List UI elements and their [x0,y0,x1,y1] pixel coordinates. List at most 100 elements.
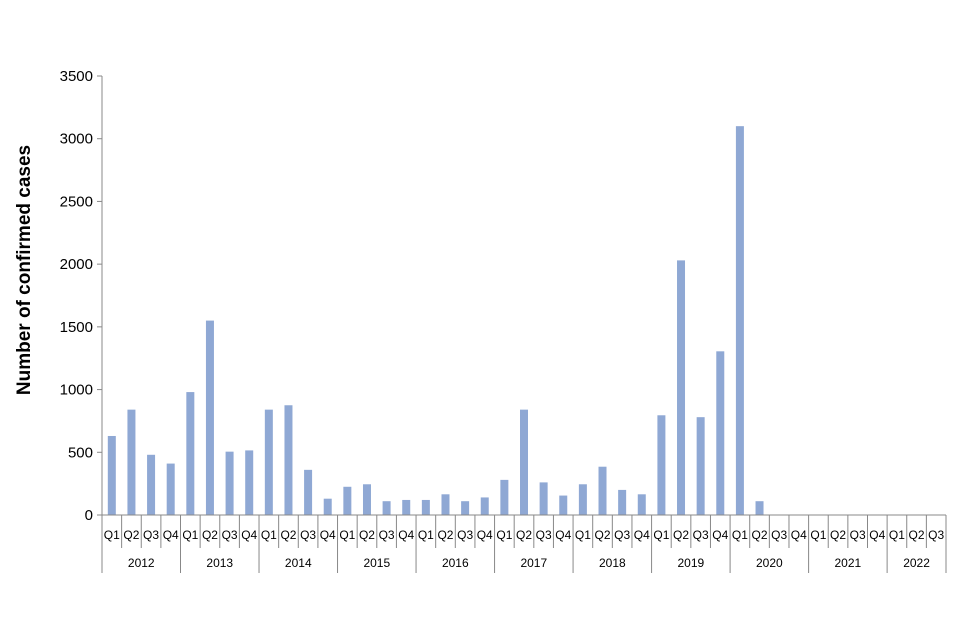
quarter-label: Q1 [889,528,905,542]
quarter-label: Q3 [693,528,709,542]
bar [304,469,313,515]
quarter-label: Q1 [575,528,591,542]
quarter-label: Q3 [928,528,944,542]
quarter-label: Q3 [536,528,552,542]
bar [598,466,607,515]
quarter-label: Q3 [850,528,866,542]
quarter-label: Q2 [202,528,218,542]
bar [735,126,744,516]
bar [402,499,411,515]
y-tick-label: 500 [68,444,93,461]
quarter-label: Q3 [771,528,787,542]
year-label: 2014 [285,556,312,570]
quarter-label: Q3 [379,528,395,542]
quarter-label: Q1 [104,528,120,542]
bar [186,392,195,515]
quarter-label: Q1 [653,528,669,542]
quarter-label: Q3 [222,528,238,542]
bar [520,409,528,515]
quarter-label: Q1 [261,528,277,542]
quarter-label: Q2 [830,528,846,542]
quarter-label: Q2 [595,528,611,542]
bar [480,497,489,515]
bar [421,499,430,515]
quarter-label: Q1 [182,528,198,542]
bar [755,501,764,515]
quarter-label: Q3 [300,528,316,542]
bar [696,417,705,515]
bar [578,484,587,515]
quarter-label: Q2 [123,528,139,542]
quarter-label: Q4 [791,528,807,542]
bar [245,450,254,515]
bar [264,409,273,515]
year-label: 2013 [206,556,233,570]
bar [637,494,646,515]
year-label: 2020 [756,556,783,570]
bar [382,501,391,515]
bar [147,454,156,515]
year-label: 2012 [128,556,155,570]
quarter-label: Q2 [516,528,532,542]
bar [127,409,136,515]
quarter-label: Q3 [614,528,630,542]
bar [362,484,371,515]
year-label: 2017 [520,556,547,570]
quarter-label: Q1 [810,528,826,542]
x-axis: Q1 Q2 Q3 Q4 Q1 Q2 Q3 Q4 Q1 Q2 Q3 Q4 Q1 Q2 Q3 Q4 Q1 Q2 Q3 Q4… [101,514,947,573]
bar [677,260,686,515]
quarter-label: Q4 [555,528,571,542]
quarter-label: Q4 [163,528,179,542]
year-label: 2018 [599,556,626,570]
bar [559,495,568,515]
quarter-label: Q2 [280,528,296,542]
bar [461,501,470,515]
year-label: 2021 [835,556,862,570]
quarter-label: Q4 [869,528,885,542]
bar [657,415,666,515]
bar [205,320,214,515]
quarter-label: Q1 [339,528,355,542]
bar [618,489,627,515]
y-tick-label: 1000 [60,382,93,399]
bar [500,479,509,515]
quarter-label: Q4 [477,528,493,542]
y-tick-label: 2500 [60,193,93,210]
quarter-label: Q4 [398,528,414,542]
quarter-label: Q2 [909,528,925,542]
y-tick-label: 3000 [60,131,93,148]
quarter-label: Q2 [359,528,375,542]
quarter-label: Q2 [673,528,689,542]
quarter-label: Q4 [320,528,336,542]
quarter-label: Q4 [241,528,257,542]
bar [107,435,116,515]
y-tick-label: 2000 [60,256,93,273]
bar [539,482,548,515]
bar [343,486,352,515]
y-tick-label: 1500 [60,319,93,336]
y-axis-title: Number of confirmed cases [14,145,35,395]
y-axis: 0 500 1000 1500 2000 2500 3000 3500 [60,68,103,524]
quarter-label: Q3 [457,528,473,542]
bar [166,463,175,515]
bars [107,126,764,516]
quarter-label: Q2 [437,528,453,542]
quarter-label: Q1 [418,528,434,542]
quarter-label: Q4 [712,528,728,542]
bar [441,494,450,515]
y-tick-label: 0 [85,507,93,524]
bar [323,498,332,515]
quarter-label: Q2 [752,528,768,542]
year-label: 2016 [442,556,469,570]
y-tick-label: 3500 [60,68,93,85]
year-label: 2022 [903,556,930,570]
bar [716,351,725,515]
quarter-label: Q3 [143,528,159,542]
year-label: 2019 [677,556,704,570]
bar [225,451,234,515]
quarter-label: Q1 [732,528,748,542]
year-label: 2015 [363,556,390,570]
quarter-label: Q1 [496,528,512,542]
quarter-label: Q4 [634,528,650,542]
